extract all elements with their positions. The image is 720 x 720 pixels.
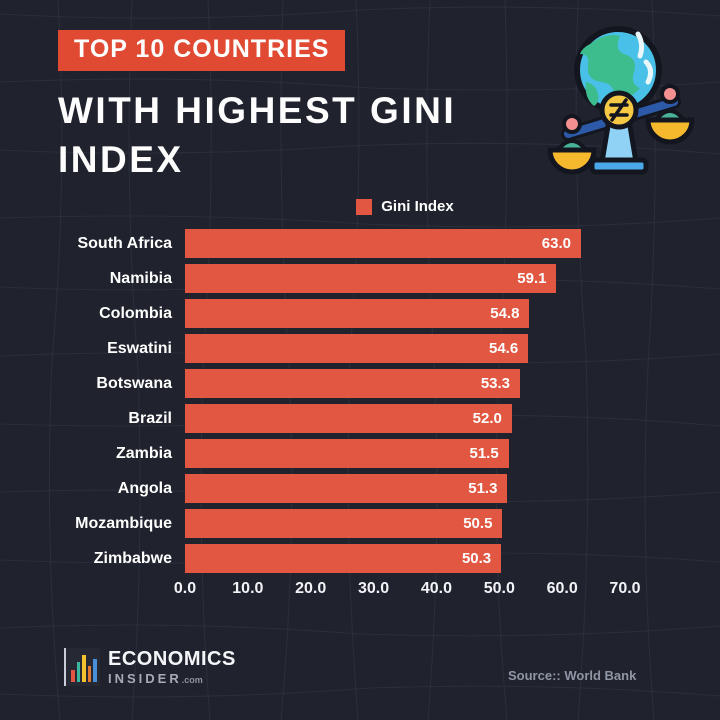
bar-area: 54.8 [185,299,625,328]
chart-row: Eswatini 54.6 [0,331,625,366]
bar-rows: South Africa 63.0 Namibia 59.1 Colombia … [0,226,625,576]
bar-area: 52.0 [185,404,625,433]
bar-value-label: 54.8 [490,305,520,322]
bar-value-label: 50.3 [461,550,492,567]
bar-value-label: 50.5 [463,515,493,532]
bar: 50.5 [185,509,503,538]
gini-bar-chart: South Africa 63.0 Namibia 59.1 Colombia … [0,226,641,604]
bar: 63.0 [185,229,581,258]
x-axis-tick: 50.0 [483,580,515,597]
page-title: WITH HIGHEST GINI INDEX [58,87,456,185]
bar-value-label: 54.6 [488,340,519,357]
x-axis: 0.0 10.0 20.0 30.0 40.0 50.0 60.0 70.0 [174,580,641,604]
brand-text: ECONOMICS INSIDER.com [108,649,236,685]
x-axis-tick: 10.0 [232,580,264,597]
row-label: Colombia [99,304,172,322]
x-axis-tick: 40.0 [420,580,452,597]
bar-area: 63.0 [185,229,625,258]
bar-value-label: 63.0 [541,235,571,252]
bar: 53.3 [185,369,521,398]
chart-legend: Gini Index [185,198,625,215]
row-label: Zambia [115,444,172,462]
bar-value-label: 51.3 [468,480,498,497]
legend-label: Gini Index [381,198,454,215]
chart-row: Botswana 53.3 [0,366,625,401]
chart-row: Zambia 51.5 [0,436,625,471]
bar-value-label: 52.0 [472,410,502,427]
page-title-line2: INDEX [58,138,184,180]
bar-value-label: 53.3 [480,375,511,392]
chart-row: Angola 51.3 [0,471,625,506]
x-axis-tick: 60.0 [546,580,578,597]
bar-area: 51.3 [185,474,625,503]
bar-area: 50.5 [185,509,625,538]
bar-chart-logo-icon [64,648,100,686]
source-attribution: Source:: World Bank [508,668,637,683]
x-axis-tick: 20.0 [295,580,327,597]
brand-logo: ECONOMICS INSIDER.com [64,648,236,686]
bar-area: 53.3 [185,369,625,398]
bar-value-label: 51.5 [469,445,499,462]
brand-domain-suffix: .com [181,675,203,685]
x-axis-tick: 0.0 [173,580,197,597]
bar: 51.3 [185,474,508,503]
header: TOP 10 COUNTRIES WITH HIGHEST GINI INDEX [58,30,456,185]
x-axis-tick: 70.0 [609,580,641,597]
balance-scale-globe-icon [542,18,702,178]
chart-row: Brazil 52.0 [0,401,625,436]
chart-row: Colombia 54.8 [0,296,625,331]
chart-row: Zimbabwe 50.3 [0,541,625,576]
bar: 51.5 [185,439,509,468]
bar: 59.1 [185,264,557,293]
title-badge: TOP 10 COUNTRIES [58,30,346,71]
bar: 52.0 [185,404,512,433]
bar-area: 59.1 [185,264,625,293]
row-label: Brazil [128,409,172,427]
row-label: Eswatini [107,339,172,357]
x-axis-tick: 30.0 [357,580,390,597]
bar-area: 51.5 [185,439,625,468]
brand-subname: INSIDER.com [108,671,203,686]
row-label: South Africa [77,234,172,252]
bar: 54.6 [185,334,529,363]
row-label: Mozambique [75,514,172,532]
bar-value-label: 59.1 [517,270,547,287]
row-label: Namibia [109,269,172,287]
bar: 50.3 [185,544,502,573]
bar-area: 54.6 [185,334,625,363]
chart-row: Namibia 59.1 [0,261,625,296]
legend-swatch [356,198,373,215]
row-label: Angola [117,479,172,497]
brand-name: ECONOMICS [108,648,236,670]
bar: 54.8 [185,299,530,328]
page-title-line1: WITH HIGHEST GINI [58,90,457,131]
chart-row: South Africa 63.0 [0,226,625,261]
row-label: Zimbabwe [93,549,172,567]
chart-row: Mozambique 50.5 [0,506,625,541]
row-label: Botswana [96,374,172,392]
bar-area: 50.3 [185,544,625,573]
